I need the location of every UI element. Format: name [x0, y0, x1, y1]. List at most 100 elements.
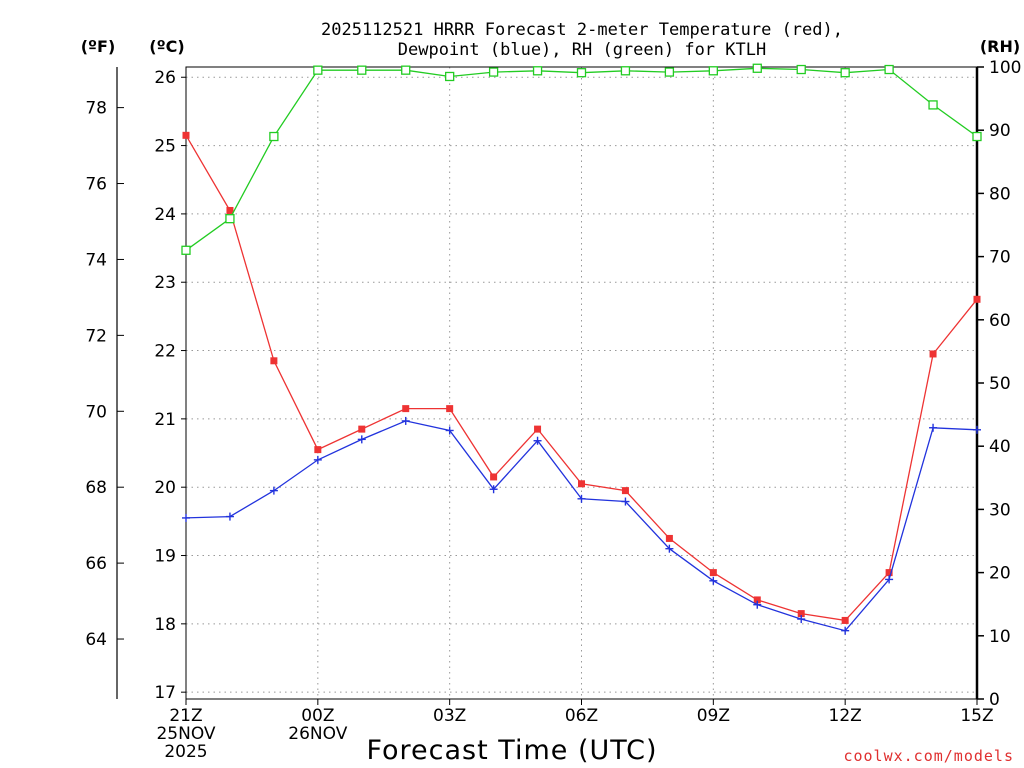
- rh-point: [620, 66, 631, 76]
- rh-point: [664, 67, 675, 77]
- title-line-2: Dewpoint (blue), RH (green) for KTLH: [398, 40, 766, 60]
- temperature-point: [665, 534, 673, 542]
- temperature-point: [578, 480, 585, 488]
- temperature-point: [226, 206, 234, 214]
- temperature-series: [182, 131, 981, 624]
- dewpoint-point: [313, 455, 322, 464]
- rh-tick-label: 100: [989, 58, 1021, 78]
- rh-series: [181, 63, 982, 255]
- temperature-line: [185, 134, 978, 622]
- rh-tick-label: 20: [989, 564, 1011, 584]
- temperature-point: [446, 405, 454, 413]
- grid: [186, 67, 977, 699]
- dewpoint-point: [182, 513, 190, 522]
- temperature-point: [841, 616, 849, 624]
- rh-tick-label: 90: [989, 121, 1011, 141]
- x-tick-label: 06Z: [565, 706, 598, 726]
- rh-point: [181, 245, 191, 255]
- fahrenheit-axis-label: (ºF): [81, 37, 116, 56]
- rh-point: [884, 64, 894, 75]
- dewpoint-series: [182, 416, 981, 635]
- temperature-point: [358, 425, 366, 433]
- dewpoint-point: [665, 544, 674, 553]
- celsius-axis-label: (ºC): [149, 37, 184, 56]
- fahrenheit-tick-label: 72: [85, 326, 107, 346]
- x-tick-label: 26NOV: [288, 724, 347, 744]
- temperature-point: [402, 405, 410, 413]
- temperature-point: [270, 357, 278, 365]
- dewpoint-point: [269, 486, 278, 495]
- credit-text: coolwx.com/models: [843, 747, 1014, 765]
- x-axis-label: Forecast Time (UTC): [366, 735, 657, 766]
- dewpoint-point: [709, 576, 718, 585]
- dewpoint-point: [797, 615, 806, 624]
- x-tick-label: 09Z: [697, 706, 730, 726]
- celsius-tick-label: 21: [154, 410, 176, 430]
- fahrenheit-tick-label: 68: [85, 478, 107, 498]
- temperature-point: [753, 596, 761, 604]
- x-tick-label: 2025: [164, 742, 207, 762]
- dewpoint-point: [929, 423, 938, 432]
- celsius-tick-label: 26: [154, 68, 176, 88]
- rh-tick-label: 40: [989, 437, 1011, 457]
- dewpoint-point: [973, 425, 981, 434]
- temperature-point: [797, 610, 805, 618]
- rh-tick-label: 70: [989, 248, 1011, 268]
- dewpoint-point: [533, 436, 542, 445]
- rh-point: [401, 65, 411, 75]
- temperature-point: [709, 569, 717, 577]
- rh-tick-label: 60: [989, 311, 1011, 331]
- rh-point: [576, 68, 587, 78]
- dewpoint-point: [489, 485, 498, 494]
- x-tick-label: 21Z: [169, 706, 202, 726]
- celsius-tick-label: 22: [154, 342, 176, 362]
- rh-point: [445, 71, 455, 82]
- celsius-tick-label: 24: [154, 205, 176, 225]
- rh-point: [225, 214, 235, 224]
- rh-tick-label: 50: [989, 374, 1011, 394]
- axes: [116, 66, 984, 705]
- chart-title: 2025112521 HRRR Forecast 2-meter Tempera…: [321, 20, 843, 60]
- rh-point: [928, 100, 938, 110]
- data-series: [181, 63, 982, 635]
- celsius-tick-label: 18: [154, 615, 176, 635]
- temperature-point: [929, 350, 937, 358]
- celsius-tick-label: 17: [154, 683, 176, 703]
- rh-tick-label: 0: [989, 690, 1000, 710]
- dewpoint-point: [401, 416, 410, 425]
- rh-point: [708, 66, 718, 76]
- dewpoint-point: [225, 512, 234, 521]
- title-line-1: 2025112521 HRRR Forecast 2-meter Tempera…: [321, 20, 843, 40]
- temperature-point: [885, 569, 893, 577]
- x-tick-label: 15Z: [960, 706, 993, 726]
- dewpoint-point: [621, 497, 630, 506]
- rh-point: [357, 65, 367, 75]
- fahrenheit-tick-label: 76: [85, 175, 107, 195]
- dewpoint-point: [885, 575, 894, 584]
- temperature-point: [490, 473, 498, 481]
- fahrenheit-tick-label: 64: [85, 630, 107, 650]
- rh-point: [313, 65, 323, 75]
- dewpoint-point: [841, 626, 850, 635]
- temperature-point: [534, 425, 542, 433]
- celsius-tick-label: 23: [154, 273, 176, 293]
- rh-point: [532, 66, 543, 76]
- rh-point: [796, 64, 806, 75]
- x-tick-label: 03Z: [433, 706, 466, 726]
- fahrenheit-tick-label: 66: [85, 554, 107, 574]
- temperature-point: [973, 295, 981, 303]
- rh-point: [840, 68, 850, 78]
- fahrenheit-tick-label: 70: [85, 402, 107, 422]
- dewpoint-point: [357, 435, 366, 444]
- celsius-tick-label: 20: [154, 478, 176, 498]
- dewpoint-point: [445, 426, 454, 435]
- celsius-tick-label: 19: [154, 547, 176, 567]
- x-tick-label: 25NOV: [156, 724, 215, 744]
- x-tick-label: 12Z: [829, 706, 862, 726]
- rh-point: [752, 63, 762, 73]
- temperature-point: [182, 131, 190, 139]
- rh-axis-label: (RH): [980, 37, 1020, 56]
- tick-labels: 17 18 19 20 21 22 23 24 25 26 64 66 68 70 72 74 76 78 0 10 2…: [85, 58, 1021, 762]
- fahrenheit-tick-label: 78: [85, 99, 107, 119]
